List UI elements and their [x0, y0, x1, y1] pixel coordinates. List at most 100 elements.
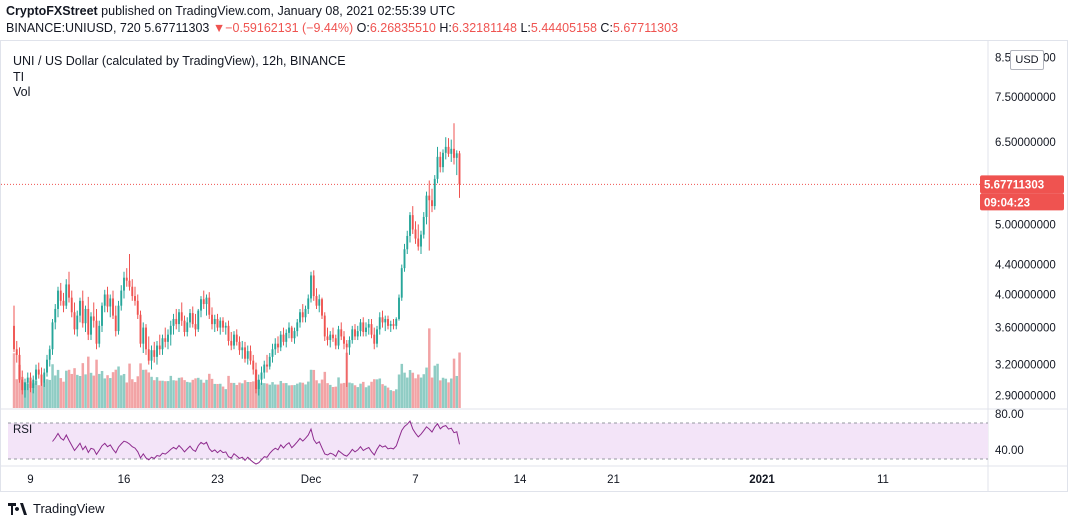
price-tick-label: 6.50000000 — [995, 137, 1056, 149]
volume-bar — [120, 375, 123, 408]
volume-bar — [208, 373, 211, 408]
candle-body — [164, 338, 167, 342]
volume-bar — [414, 378, 417, 408]
candle-body — [158, 345, 161, 350]
candle-body — [134, 296, 136, 301]
candle-body — [428, 195, 431, 201]
countdown-label: 09:04:23 — [984, 197, 1030, 209]
candle-body — [373, 334, 376, 344]
candle-body — [216, 318, 219, 328]
volume-bar — [260, 382, 263, 408]
volume-bar — [452, 358, 456, 408]
candle-body — [202, 299, 205, 305]
volume-bar — [62, 381, 65, 408]
volume-bar — [312, 369, 316, 408]
volume-bar — [180, 377, 184, 408]
volume-bar — [67, 369, 71, 408]
volume-bar — [268, 384, 272, 408]
volume-bar — [59, 378, 63, 408]
candle-body — [189, 313, 191, 323]
volume-bar — [131, 379, 134, 408]
volume-bar — [73, 368, 76, 408]
legend-indicator-vol[interactable]: Vol — [13, 85, 31, 99]
price-tick-label: 2.90000000 — [995, 391, 1056, 403]
volume-bar — [133, 382, 137, 408]
volume-bar — [147, 372, 151, 408]
candle-body — [378, 317, 381, 330]
rsi-tick-label: 80.00 — [995, 409, 1024, 421]
volume-bar — [216, 383, 219, 408]
candle-body — [345, 343, 348, 348]
volume-bar — [304, 384, 307, 408]
volume-bar — [117, 366, 120, 408]
candle-body — [51, 322, 54, 350]
candle-body — [365, 327, 367, 332]
volume-bar — [285, 383, 288, 408]
volume-bar — [37, 385, 41, 408]
volume-bar — [235, 384, 239, 408]
candle-body — [307, 298, 310, 309]
rsi-band — [8, 423, 988, 459]
candle-body — [125, 277, 128, 281]
volume-bar — [199, 379, 203, 408]
candle-body — [21, 379, 24, 391]
volume-bar — [32, 383, 35, 408]
volume-bar — [125, 382, 129, 408]
candle-body — [362, 322, 365, 332]
time-tick-label: 16 — [118, 474, 131, 486]
close-value: 5.67711303 — [612, 21, 679, 35]
candle-body — [263, 364, 266, 373]
candle-body — [315, 296, 318, 306]
candle-body — [48, 349, 51, 360]
candle-body — [70, 297, 73, 313]
volume-bar — [169, 375, 173, 408]
candle-body — [447, 146, 450, 154]
candle-body — [277, 343, 279, 348]
candle-body — [406, 235, 409, 250]
candle-body — [224, 325, 227, 328]
candle-body — [389, 324, 392, 326]
candle-body — [120, 290, 123, 306]
candle-body — [268, 356, 271, 367]
volume-bar — [183, 380, 186, 408]
volume-bar — [65, 370, 68, 408]
candle-body — [32, 379, 35, 389]
chart-frame — [0, 40, 1068, 492]
volume-bar — [186, 381, 189, 408]
volume-bar — [81, 363, 85, 408]
currency-button[interactable]: USD — [1010, 50, 1044, 70]
candle-body — [400, 268, 403, 298]
candle-body — [112, 298, 114, 316]
candle-body — [26, 377, 29, 383]
volume-bar — [375, 379, 379, 408]
candle-body — [260, 372, 263, 380]
candle-body — [296, 322, 299, 332]
legend-indicator-ti[interactable]: TI — [13, 69, 25, 84]
volume-bar — [29, 381, 32, 408]
candle-body — [43, 372, 46, 383]
volume-bar — [301, 382, 305, 408]
volume-bar — [329, 384, 332, 408]
volume-bar — [353, 385, 357, 408]
candle-body — [420, 234, 422, 247]
countdown-tag — [980, 193, 1064, 211]
volume-bar — [271, 382, 274, 408]
volume-bar — [89, 372, 93, 408]
high-label: H: — [439, 21, 452, 35]
volume-bar — [279, 380, 283, 408]
volume-bar — [309, 369, 313, 408]
volume-bar — [197, 377, 200, 408]
candle-body — [381, 317, 384, 323]
candle-body — [384, 318, 387, 323]
candle-body — [233, 334, 235, 346]
candle-body — [235, 334, 238, 342]
volume-bar — [205, 379, 208, 408]
candle-body — [351, 329, 354, 341]
candle-body — [282, 334, 285, 342]
tradingview-logo[interactable]: TradingView — [8, 501, 105, 516]
volume-bar — [373, 379, 376, 408]
volume-bar — [362, 381, 365, 408]
candle-body — [142, 327, 145, 344]
time-tick-label: 21 — [607, 474, 620, 486]
